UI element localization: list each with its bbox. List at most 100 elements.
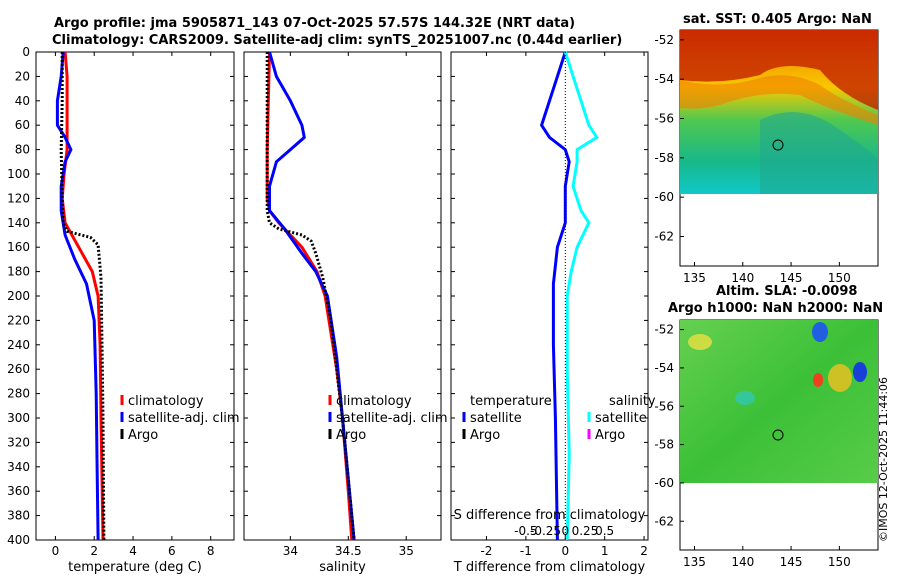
temperature-xtick-label: 6 (168, 544, 176, 558)
differences-xtick-label: 1 (601, 544, 609, 558)
title-line2: Climatology: CARS2009. Satellite-adj cli… (52, 33, 623, 48)
sst-map-ytick-label: -60 (654, 190, 674, 204)
sst-argo-marker (772, 139, 784, 151)
sla-argo-marker (772, 429, 784, 441)
sla-cyan-eddy (735, 391, 755, 405)
sla-title-2: Argo h1000: NaN h2000: NaN (668, 301, 884, 316)
diff-legend-s-label: satellite (595, 411, 647, 426)
sst-map-xtick-label: 135 (683, 271, 706, 285)
differences-axes-frame (450, 51, 649, 541)
sla-map-ytick-label: -62 (654, 514, 674, 528)
temperature-series-satellite-adj-clim (55, 51, 100, 541)
salinity-axes-frame (243, 51, 442, 541)
temperature-series-climatology (60, 51, 105, 541)
sla-yellow-eddy-1 (688, 334, 712, 350)
sst-map-xtick-label: 140 (731, 271, 754, 285)
temperature-ytick-label: 380 (7, 509, 30, 523)
temperature-ytick-label: 80 (15, 143, 30, 157)
sla-map-ytick-label: -60 (654, 476, 674, 490)
temperature-ytick-label: 280 (7, 387, 30, 401)
sla-map-ytick-label: -58 (654, 438, 674, 452)
salinity-xlabel: salinity (319, 560, 366, 575)
differences-series-salinity-satellite (563, 51, 599, 541)
sla-map (679, 319, 879, 551)
sla-map-xtick-label: 135 (683, 555, 706, 569)
salinity-xtick-label: 35 (399, 544, 414, 558)
title-line1: Argo profile: jma 5905871_143 07-Oct-202… (54, 16, 576, 31)
temperature-ytick-label: 260 (7, 362, 30, 376)
temperature-ytick-label: 120 (7, 191, 30, 205)
sla-map-ytick-label: -52 (654, 323, 674, 337)
sla-map-xtick-label: 145 (780, 555, 803, 569)
differences-panel: -2 -1 0 1 2 T difference from climatology temp… (450, 51, 656, 575)
diff-s-axis-title: S difference from climatology (454, 508, 646, 523)
sla-map-xtick-label: 150 (828, 555, 851, 569)
sst-map-ytick-label: -52 (654, 33, 674, 47)
diff-legend-t-label: satellite (470, 411, 522, 426)
temperature-ytick-label: 400 (7, 533, 30, 547)
diff-s-tick-label: 0 (561, 524, 569, 538)
sla-data-field (680, 320, 878, 483)
sla-yellow-eddy-2 (828, 364, 852, 392)
temperature-ytick-label: 360 (7, 484, 30, 498)
sst-map-ytick-label: -56 (654, 112, 674, 126)
sst-map-ytick-label: -62 (654, 230, 674, 244)
temperature-ytick-label: 220 (7, 313, 30, 327)
diff-legend-temperature-title: temperature (470, 394, 552, 409)
temperature-xlabel: temperature (deg C) (68, 560, 202, 575)
temperature-xtick-label: 2 (90, 544, 98, 558)
sla-map-ytick-label: -54 (654, 361, 674, 375)
temperature-xtick-label: 4 (129, 544, 137, 558)
sst-map-xtick-label: 145 (780, 271, 803, 285)
temperature-legend-label: satellite-adj. clim (128, 411, 240, 426)
differences-xtick-label: -1 (520, 544, 532, 558)
differences-series-temperature-satellite (539, 51, 571, 541)
salinity-legend-label: Argo (336, 428, 366, 443)
temperature-ytick-label: 340 (7, 460, 30, 474)
sst-map-ytick-label: -54 (654, 72, 674, 86)
temperature-ytick-label: 320 (7, 435, 30, 449)
temperature-panel: 0204060801001201401601802002202402602803… (7, 45, 240, 575)
diff-legend-s-label: Argo (595, 428, 625, 443)
temperature-series-argo (59, 52, 106, 541)
temperature-ytick-label: 20 (15, 69, 30, 83)
differences-xtick-label: 0 (561, 544, 569, 558)
sst-cold-region (760, 112, 878, 194)
temperature-xtick-label: 0 (52, 544, 60, 558)
temperature-ytick-label: 140 (7, 216, 30, 230)
temperature-ytick-label: 160 (7, 240, 30, 254)
salinity-legend-label: satellite-adj. clim (336, 411, 448, 426)
temperature-ytick-label: 100 (7, 167, 30, 181)
sla-blue-eddy-2 (853, 362, 867, 382)
sla-map-ytick-label: -56 (654, 399, 674, 413)
salinity-xtick-label: 34 (283, 544, 298, 558)
differences-xlabel: T difference from climatology (453, 560, 646, 575)
diff-s-tick-label: -0.25 (530, 524, 561, 538)
temperature-legend-label: climatology (128, 394, 204, 409)
temperature-ytick-label: 40 (15, 94, 30, 108)
sst-map (679, 29, 879, 267)
temperature-xtick-label: 8 (207, 544, 215, 558)
sst-warm-region (680, 30, 878, 110)
sst-map-ytick-label: -58 (654, 151, 674, 165)
sst-map-xtick-label: 150 (828, 271, 851, 285)
temperature-legend-label: Argo (128, 428, 158, 443)
sla-title-1: Altim. SLA: -0.0098 (716, 284, 858, 299)
salinity-legend-label: climatology (336, 394, 412, 409)
temperature-ytick-label: 60 (15, 118, 30, 132)
diff-s-tick-label: -0.5 (514, 524, 537, 538)
temperature-ytick-label: 0 (22, 45, 30, 59)
temperature-ytick-label: 300 (7, 411, 30, 425)
temperature-ytick-label: 240 (7, 338, 30, 352)
sla-blue-eddy-1 (812, 322, 828, 342)
diff-s-tick-label: 0.25 (572, 524, 599, 538)
salinity-xtick-label: 34.5 (335, 544, 362, 558)
diff-s-tick-label: 0.5 (595, 524, 614, 538)
diff-legend-salinity-title: salinity (609, 394, 656, 409)
differences-xtick-label: 2 (640, 544, 648, 558)
sst-title: sat. SST: 0.405 Argo: NaN (683, 12, 872, 27)
map-axes: 135 140 145 150 -52 -54 -56 -58 -60 -62 135 140 145 1… (654, 33, 850, 569)
sla-map-xtick-label: 140 (731, 555, 754, 569)
temperature-ytick-label: 180 (7, 265, 30, 279)
sst-orange-band (680, 75, 878, 125)
